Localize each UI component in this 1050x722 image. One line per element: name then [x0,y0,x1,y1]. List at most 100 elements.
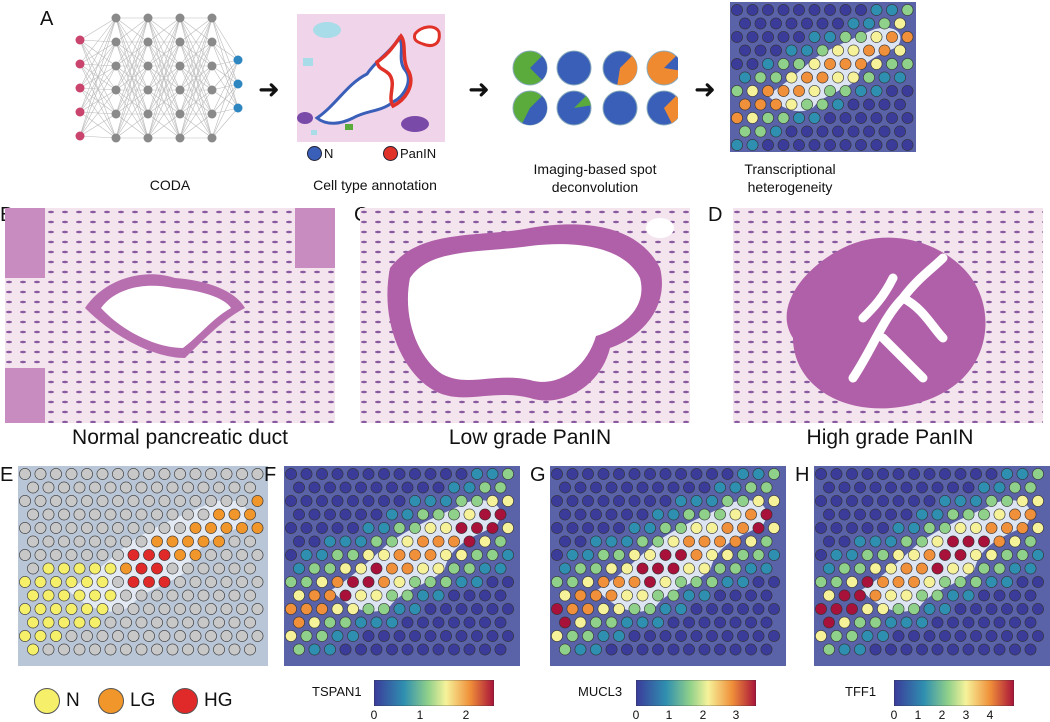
spot [770,71,782,84]
annotation-legend-panin: PanIN [383,146,436,161]
spot [746,58,759,70]
spot [816,17,829,30]
spot [42,535,55,548]
spot [339,562,352,575]
spot [762,139,774,151]
spot [417,562,429,575]
spot [285,495,297,507]
spot [923,630,936,642]
spot [777,85,790,97]
spot [205,549,217,561]
tff1-colorbar-label: TFF1 [845,684,877,699]
network-node [75,83,85,93]
spot [838,589,851,602]
spot [386,616,398,629]
spot [409,630,421,642]
spot [166,643,179,656]
spot [96,468,109,480]
tff1-tick-2: 2 [938,708,946,722]
spot [830,468,843,480]
spot [978,481,990,494]
spot [81,576,93,588]
spot [316,495,328,507]
spot [432,481,445,494]
spot [331,576,344,588]
spot [861,468,874,480]
spot [300,630,313,642]
spot [551,522,563,534]
spot [174,576,186,588]
spot [486,549,499,561]
spot [754,44,767,57]
spot [236,522,248,534]
spot [559,643,571,656]
spot [440,522,452,534]
spot [652,616,664,629]
spot [698,481,711,494]
spot [494,481,507,494]
spot [285,603,297,615]
spot [112,549,124,561]
spot [770,125,782,138]
spot [770,98,782,111]
spot [339,535,352,548]
spot [931,535,944,548]
spot [486,630,499,642]
spot [316,522,328,534]
spot [846,576,858,588]
tspan1-ticks: 0 1 2 [364,708,504,722]
spot [65,495,78,507]
spot [861,630,874,642]
spot [832,44,844,57]
spot [285,522,297,534]
spot [729,643,742,656]
spot [931,616,944,629]
spot [597,468,610,480]
spot [293,508,305,521]
spot [386,643,398,656]
spot [900,616,913,629]
spot [559,562,571,575]
spot [494,589,507,602]
transcriptional-map-thumbnail [730,2,916,152]
spot [566,522,579,534]
spot [721,549,734,561]
spot [667,616,680,629]
spot [714,643,726,656]
network-node [111,37,121,47]
spot [731,85,743,97]
spot [551,603,563,615]
spot [901,31,914,43]
spot [42,643,55,656]
spot [652,481,664,494]
spot [760,643,773,656]
spot [81,603,93,615]
spot [42,508,55,521]
spot [34,630,47,642]
spot [869,616,882,629]
spot [244,508,256,521]
spot [854,562,866,575]
spot [838,535,851,548]
spot [870,58,883,70]
spot [213,643,225,656]
spot [901,139,914,151]
spot [236,630,248,642]
spot [916,589,928,602]
spot [362,603,375,615]
spot [362,576,375,588]
spot [846,468,858,480]
spot [120,616,132,629]
spot [847,17,860,30]
spot [878,44,891,57]
spot [463,589,476,602]
spot [621,616,633,629]
spot [486,495,499,507]
spot [628,522,641,534]
spot [863,98,875,111]
spot [316,549,328,561]
spot [885,481,897,494]
spot [659,549,672,561]
spot [636,562,649,575]
spot [683,643,695,656]
